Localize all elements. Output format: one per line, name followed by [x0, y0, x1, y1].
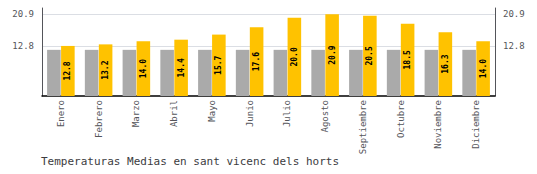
svg-text:18.5: 18.5 — [403, 50, 412, 69]
svg-text:12.8: 12.8 — [63, 61, 72, 80]
svg-text:14.0: 14.0 — [479, 59, 488, 78]
svg-text:Noviembre: Noviembre — [433, 100, 443, 149]
svg-text:Diciembre: Diciembre — [471, 100, 481, 149]
svg-text:Octubre: Octubre — [396, 100, 406, 138]
svg-text:Agosto: Agosto — [320, 100, 330, 133]
svg-text:20.9: 20.9 — [328, 45, 337, 64]
svg-text:Mayo: Mayo — [207, 100, 217, 122]
svg-text:20.0: 20.0 — [290, 47, 299, 66]
svg-text:20.9: 20.9 — [503, 9, 525, 19]
svg-text:Septiembre: Septiembre — [358, 100, 368, 154]
svg-text:12.8: 12.8 — [12, 41, 34, 51]
svg-text:Junio: Junio — [245, 100, 255, 127]
svg-text:17.6: 17.6 — [252, 52, 261, 71]
svg-text:20.5: 20.5 — [365, 46, 374, 65]
svg-text:14.0: 14.0 — [139, 59, 148, 78]
svg-text:12.8: 12.8 — [503, 41, 525, 51]
svg-text:Julio: Julio — [282, 100, 292, 127]
svg-text:13.2: 13.2 — [101, 60, 110, 79]
svg-text:Marzo: Marzo — [131, 100, 141, 127]
svg-text:16.3: 16.3 — [441, 54, 450, 73]
svg-text:15.7: 15.7 — [214, 55, 223, 74]
svg-text:Abril: Abril — [169, 100, 179, 127]
svg-text:Enero: Enero — [56, 100, 66, 127]
svg-text:14.4: 14.4 — [177, 58, 186, 77]
svg-text:20.9: 20.9 — [12, 9, 34, 19]
svg-text:Temperaturas Medias en sant vi: Temperaturas Medias en sant vicenc dels … — [41, 155, 339, 168]
svg-text:Febrero: Febrero — [94, 100, 104, 138]
